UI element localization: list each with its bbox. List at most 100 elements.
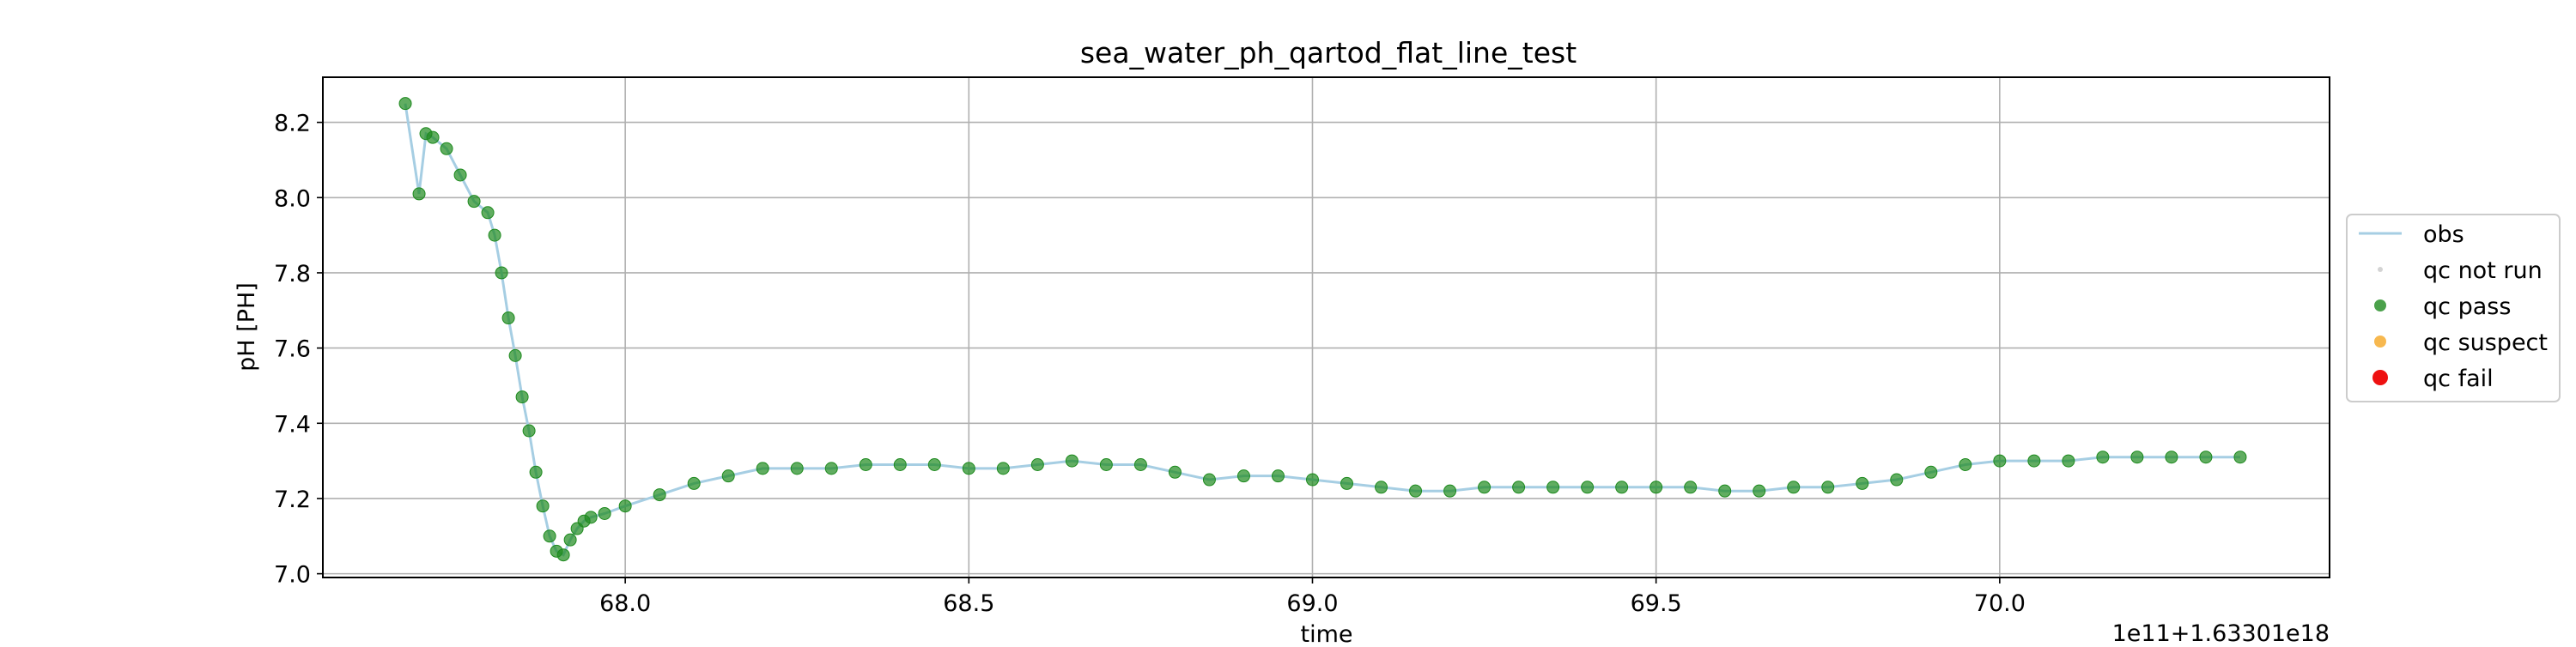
qc-pass-point [1202,473,1216,487]
qc-pass-point [618,499,632,513]
qc-pass-point [515,390,529,404]
qc-pass-point [1581,481,1595,494]
qc-pass-point [598,506,611,520]
x-tick-label: 69.5 [1631,590,1682,617]
qc-pass-point [2233,450,2247,464]
qc-pass-point [1340,476,1354,490]
qc-pass-point [2062,454,2075,468]
x-axis-label: time [1300,621,1352,644]
qc-pass-point [1615,481,1629,494]
legend-label-qc_pass: qc pass [2423,293,2511,320]
x-tick-label: 70.0 [1974,590,2026,617]
qc-pass-point [893,457,907,471]
qc-pass-point [2165,450,2178,464]
qc-pass-point [1030,457,1044,471]
x-tick-label: 68.5 [943,590,994,617]
qc-pass-point [2130,450,2144,464]
qc-pass-point [1409,484,1423,498]
qc-pass-point [1856,476,1869,490]
legend-label-obs: obs [2423,221,2464,248]
qc-pass-point [1753,484,1766,498]
qc-pass-point [1959,457,1972,471]
qc-pass-point [790,462,804,475]
qc-pass-point [653,488,666,502]
x-tick-label: 69.0 [1286,590,1338,617]
legend-marker-qc_suspect [2374,336,2386,348]
qc-pass-point [1821,481,1835,494]
qc-pass-point [859,457,872,471]
legend-label-qc_fail: qc fail [2423,366,2494,392]
qc-pass-point [1649,481,1663,494]
axes-frame [322,76,2330,578]
y-tick-label: 7.0 [274,562,311,589]
qc-pass-point [1236,469,1250,483]
legend-marker-qc_fail [2372,370,2388,385]
qc-pass-point [1375,481,1388,494]
qc-pass-point [2027,454,2041,468]
qc-pass-point [501,311,515,325]
qc-pass-point [687,476,701,490]
qc-pass-point [927,457,941,471]
y-tick-label: 7.6 [274,336,311,363]
qc-pass-point [529,465,543,479]
qc-pass-point [1168,465,1182,479]
y-axis-label: pH [PH] [234,282,260,372]
qc-pass-point [1133,457,1147,471]
obs-line [404,103,2240,557]
qc-pass-point [412,187,426,201]
y-tick-label: 7.4 [274,411,311,438]
qc-pass-point [721,469,735,483]
legend-marker-qc_not_run [2378,267,2383,272]
y-tick-label: 8.0 [274,185,311,212]
qc-pass-point [2096,450,2110,464]
legend-label-qc_suspect: qc suspect [2423,330,2548,356]
y-tick-label: 7.2 [274,487,311,513]
qc-pass-point [1443,484,1457,498]
qc-pass-point [563,533,577,547]
qc-pass-point [453,168,467,182]
qc-pass-point [1099,457,1113,471]
qc-pass-point [2199,450,2213,464]
chart-title: sea_water_ph_qartod_flat_line_test [1080,36,1577,70]
qc-pass-point [1478,481,1492,494]
qc-pass-point [1787,481,1801,494]
qc-pass-point [440,142,453,155]
legend: obs qc not run qc pass qc suspect qc fail [2346,214,2561,402]
qc-pass-point [481,206,495,220]
y-tick-label: 8.2 [274,111,311,137]
legend-label-qc_not_run: qc not run [2423,257,2543,284]
qc-pass-point [1993,454,2007,468]
qc-pass-point [1305,473,1319,487]
qc-pass-point [584,511,598,524]
x-offset-label: 1e11+1.63301e18 [2112,620,2330,644]
qc-pass-point [488,228,501,242]
legend-marker-qc_pass [2374,299,2386,311]
y-tick-label: 7.8 [274,261,311,287]
qc-pass-point [1924,465,1938,479]
qc-pass-point [962,462,975,475]
qc-pass-point [1684,481,1698,494]
qc-pass-point [467,195,481,209]
qc-pass-point [996,462,1010,475]
qc-pass-point [1546,481,1560,494]
legend-frame [2346,214,2561,402]
qc-pass-point [398,97,412,111]
qc-pass-point [756,462,769,475]
qc-pass-point [1065,454,1078,468]
qc-pass-point [1890,473,1904,487]
qc-pass-point [495,266,508,280]
plot-area [398,97,2247,562]
qc-pass-point [556,548,570,562]
qc-pass-point [426,130,440,144]
qc-pass-point [543,529,556,543]
qc-pass-point [536,499,550,513]
qc-pass-point [508,348,522,362]
qc-pass-point [522,424,536,438]
x-tick-label: 68.0 [599,590,651,617]
qc-pass-point [1271,469,1285,483]
qc-pass-point [824,462,838,475]
qc-pass-point [1512,481,1526,494]
qc-pass-point [1718,484,1732,498]
